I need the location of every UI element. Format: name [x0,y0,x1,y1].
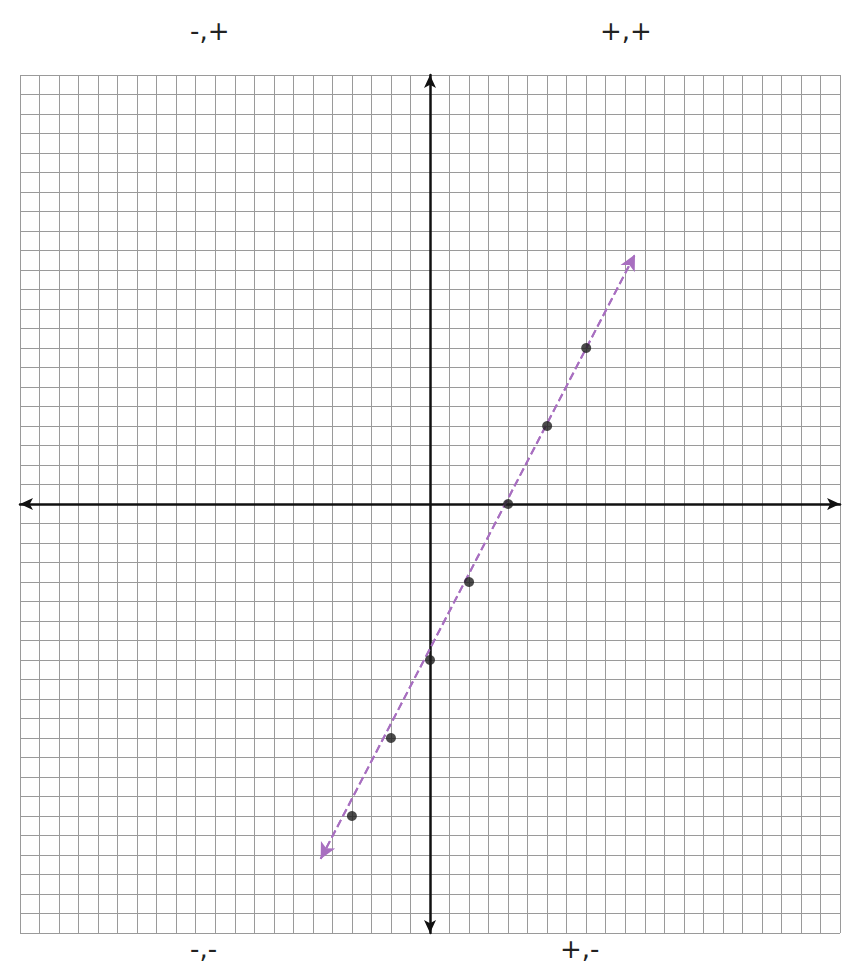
svg-text:-,+: -,+ [190,16,229,46]
svg-text:-,-: -,- [190,934,217,964]
svg-text:+,+: +,+ [600,16,652,46]
svg-text:+,-: +,- [560,934,599,964]
